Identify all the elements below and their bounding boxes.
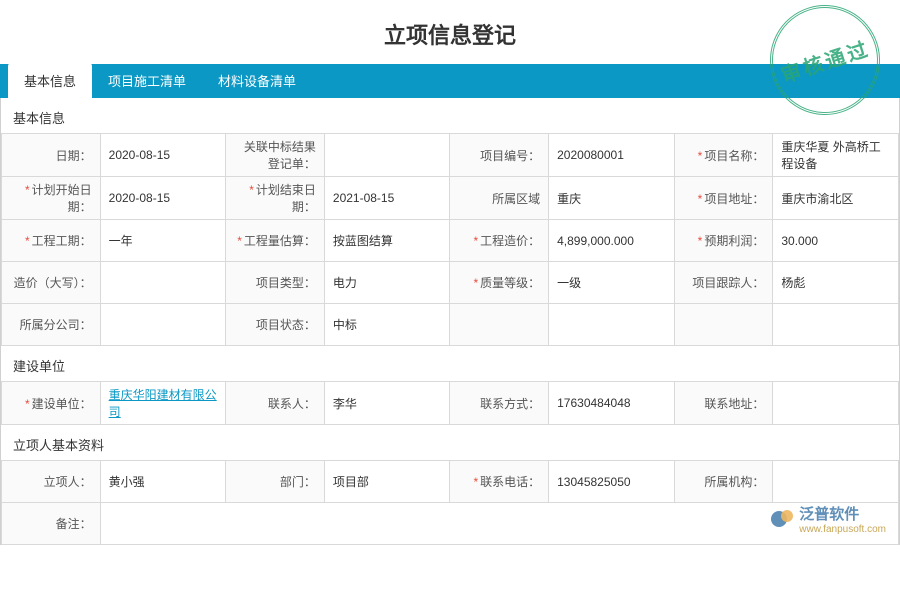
builder-addr-label: 联系地址：	[674, 382, 773, 425]
pno-label: 项目编号：	[450, 134, 549, 177]
tab-material-list[interactable]: 材料设备清单	[202, 63, 312, 98]
date-value: 2020-08-15	[100, 134, 226, 177]
applicant-org-value	[773, 461, 899, 503]
dur-value: 一年	[100, 220, 226, 262]
branch-value	[100, 304, 226, 346]
est-label: *工程量估算：	[226, 220, 325, 262]
costcn-value	[100, 262, 226, 304]
pend-value: 2021-08-15	[324, 177, 450, 220]
tracker-label: 项目跟踪人：	[674, 262, 773, 304]
section-applicant-title: 立项人基本资料	[1, 425, 899, 460]
tab-bar: 基本信息 项目施工清单 材料设备清单	[0, 64, 900, 98]
applicant-name-value: 黄小强	[100, 461, 226, 503]
pend-label: *计划结束日期：	[226, 177, 325, 220]
est-value: 按蓝图结算	[324, 220, 450, 262]
applicant-table: 立项人： 黄小强 部门： 项目部 *联系电话： 13045825050 所属机构…	[1, 460, 899, 545]
basic-info-table: 日期： 2020-08-15 关联中标结果登记单： 项目编号： 20200800…	[1, 133, 899, 346]
qlevel-label: *质量等级：	[450, 262, 549, 304]
status-value: 中标	[324, 304, 450, 346]
applicant-dept-value: 项目部	[324, 461, 450, 503]
profit-value: 30.000	[773, 220, 899, 262]
cost-value: 4,899,000.000	[549, 220, 675, 262]
pname-value: 重庆华夏 外高桥工程设备	[773, 134, 899, 177]
tracker-value: 杨彪	[773, 262, 899, 304]
reg-label: 关联中标结果登记单：	[226, 134, 325, 177]
section-basic-title: 基本信息	[1, 98, 899, 133]
builder-addr-value	[773, 382, 899, 425]
region-label: 所属区域	[450, 177, 549, 220]
region-value: 重庆	[549, 177, 675, 220]
builder-table: *建设单位： 重庆华阳建材有限公司 联系人： 李华 联系方式： 17630484…	[1, 381, 899, 425]
remark-label: 备注：	[2, 503, 101, 545]
tab-construction-list[interactable]: 项目施工清单	[92, 63, 202, 98]
pstart-label: *计划开始日期：	[2, 177, 101, 220]
applicant-name-label: 立项人：	[2, 461, 101, 503]
builder-unit-label: *建设单位：	[2, 382, 101, 425]
builder-contact-value: 李华	[324, 382, 450, 425]
pname-label: *项目名称：	[674, 134, 773, 177]
status-label: 项目状态：	[226, 304, 325, 346]
section-builder-title: 建设单位	[1, 346, 899, 381]
qlevel-value: 一级	[549, 262, 675, 304]
date-label: 日期：	[2, 134, 101, 177]
addr-label: *项目地址：	[674, 177, 773, 220]
profit-label: *预期利润：	[674, 220, 773, 262]
builder-phone-value: 17630484048	[549, 382, 675, 425]
applicant-dept-label: 部门：	[226, 461, 325, 503]
page-title: 立项信息登记 审核通过	[0, 0, 900, 64]
costcn-label: 造价（大写）：	[2, 262, 101, 304]
applicant-phone-value: 13045825050	[549, 461, 675, 503]
addr-value: 重庆市渝北区	[773, 177, 899, 220]
remark-value	[100, 503, 898, 545]
reg-value	[324, 134, 450, 177]
tab-basic-info[interactable]: 基本信息	[8, 63, 92, 98]
content-area: 基本信息 日期： 2020-08-15 关联中标结果登记单： 项目编号： 202…	[0, 98, 900, 545]
applicant-phone-label: *联系电话：	[450, 461, 549, 503]
cost-label: *工程造价：	[450, 220, 549, 262]
builder-contact-label: 联系人：	[226, 382, 325, 425]
builder-unit-value[interactable]: 重庆华阳建材有限公司	[100, 382, 226, 425]
pno-value: 2020080001	[549, 134, 675, 177]
builder-phone-label: 联系方式：	[450, 382, 549, 425]
pstart-value: 2020-08-15	[100, 177, 226, 220]
dur-label: *工程工期：	[2, 220, 101, 262]
page-title-text: 立项信息登记	[384, 23, 516, 48]
ptype-label: 项目类型：	[226, 262, 325, 304]
ptype-value: 电力	[324, 262, 450, 304]
branch-label: 所属分公司：	[2, 304, 101, 346]
applicant-org-label: 所属机构：	[674, 461, 773, 503]
